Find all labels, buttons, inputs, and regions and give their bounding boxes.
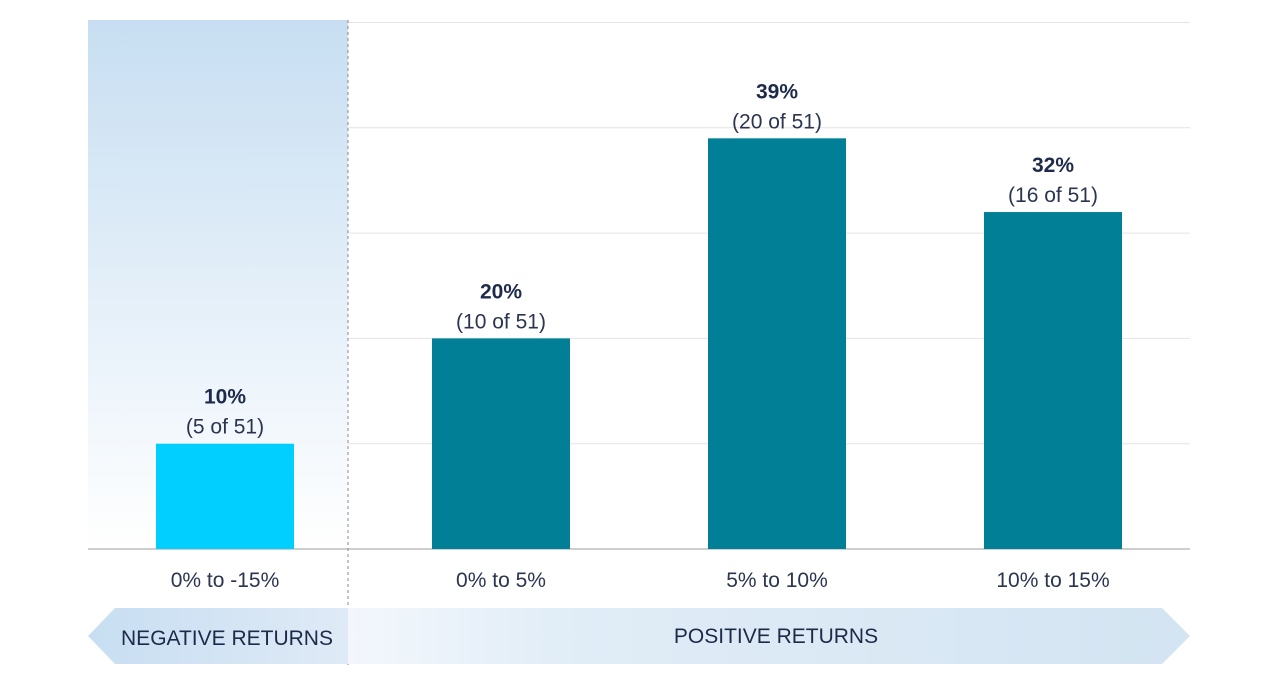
bar-count-label-0: (5 of 51) bbox=[186, 416, 264, 439]
bar-value-label-3: 32% bbox=[1032, 154, 1074, 177]
bar-2 bbox=[708, 138, 846, 549]
bar-1 bbox=[432, 338, 570, 549]
bar-count-label-3: (16 of 51) bbox=[1008, 184, 1098, 207]
x-tick-label-0: 0% to -15% bbox=[171, 569, 280, 592]
bar-count-label-2: (20 of 51) bbox=[732, 110, 822, 133]
positive-returns-label: POSITIVE RETURNS bbox=[674, 625, 878, 648]
negative-returns-arrow bbox=[88, 608, 348, 664]
bar-3 bbox=[984, 212, 1122, 550]
x-tick-label-1: 0% to 5% bbox=[456, 569, 546, 592]
positive-returns-arrow bbox=[348, 608, 1190, 664]
bar-count-label-1: (10 of 51) bbox=[456, 310, 546, 333]
negative-returns-label: NEGATIVE RETURNS bbox=[121, 627, 333, 650]
bar-0 bbox=[156, 443, 294, 549]
x-tick-label-2: 5% to 10% bbox=[726, 569, 828, 592]
bar-value-label-1: 20% bbox=[480, 280, 522, 303]
bars: 10% (5 of 51) 0% to -15% 20% (10 of 51) 0% to… bbox=[156, 80, 1122, 592]
x-tick-label-3: 10% to 15% bbox=[996, 569, 1109, 592]
bar-value-label-2: 39% bbox=[756, 80, 798, 103]
bar-value-label-0: 10% bbox=[204, 386, 246, 409]
